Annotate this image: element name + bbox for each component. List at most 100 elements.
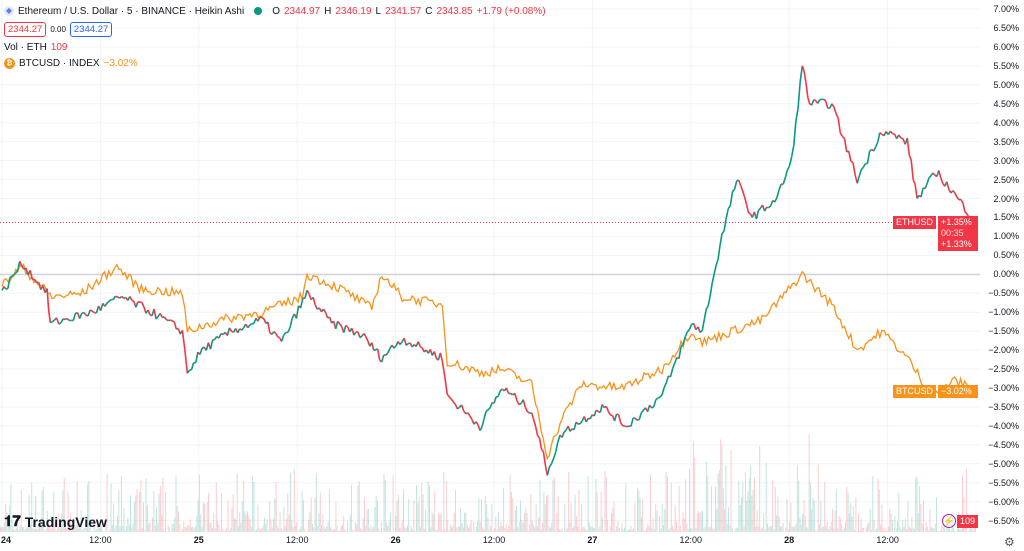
volume-bar bbox=[130, 495, 131, 532]
x-tick-label: 26 bbox=[390, 535, 401, 545]
ethusd-candle bbox=[745, 203, 750, 213]
volume-bar bbox=[33, 528, 35, 532]
volume-bar bbox=[100, 526, 102, 532]
volume-bar bbox=[110, 483, 112, 532]
ethusd-candle bbox=[563, 429, 567, 433]
ethusd-candle bbox=[328, 316, 333, 324]
volume-bar bbox=[442, 530, 443, 532]
volume-bar bbox=[781, 526, 783, 532]
ethusd-candle bbox=[938, 170, 942, 179]
buy-button[interactable]: 2344.27 bbox=[69, 21, 113, 37]
volume-bar bbox=[520, 500, 521, 532]
volume-bar bbox=[136, 488, 138, 532]
volume-bar bbox=[607, 519, 609, 532]
volume-bar bbox=[832, 509, 833, 532]
ethusd-candle bbox=[518, 402, 522, 406]
volume-bar bbox=[475, 526, 477, 532]
volume-bar bbox=[679, 525, 681, 532]
eth-price-tag: +1.35% 00:35 +1.33% bbox=[938, 216, 978, 251]
ethusd-candle bbox=[869, 148, 873, 152]
volume-bar bbox=[711, 486, 713, 532]
ethusd-candle bbox=[542, 451, 547, 466]
volume-bar bbox=[143, 502, 144, 532]
ethusd-candle bbox=[104, 302, 108, 307]
ethusd-candle bbox=[593, 409, 597, 417]
volume-bar bbox=[640, 516, 642, 532]
volume-bar bbox=[258, 527, 260, 532]
volume-bar bbox=[683, 518, 685, 532]
volume-bar bbox=[10, 484, 12, 532]
ethusd-candle bbox=[51, 319, 56, 323]
volume-bar bbox=[202, 502, 204, 532]
symbol-title[interactable]: Ethereum / U.S. Dollar · 5 · BINANCE · H… bbox=[18, 5, 245, 17]
volume-bar bbox=[726, 523, 728, 532]
volume-label[interactable]: Vol · ETH bbox=[4, 41, 47, 53]
ethusd-candle bbox=[380, 354, 385, 363]
ethusd-candle bbox=[727, 205, 732, 210]
y-tick-label: −6.50% bbox=[988, 515, 1019, 526]
compare-symbol[interactable]: BTCUSD · INDEX bbox=[19, 57, 100, 69]
volume-bar bbox=[335, 502, 337, 532]
volume-bar bbox=[630, 525, 632, 532]
volume-bar bbox=[973, 525, 975, 532]
volume-bar bbox=[724, 508, 726, 532]
volume-bar bbox=[219, 529, 221, 532]
tradingview-logo[interactable]: 𝟏𝟕 TradingView bbox=[4, 513, 107, 530]
ethusd-candle bbox=[66, 317, 70, 322]
volume-bar bbox=[670, 482, 672, 532]
settings-gear-icon[interactable]: ⚙ bbox=[1004, 535, 1015, 549]
volume-bar bbox=[390, 513, 391, 532]
volume-bar bbox=[803, 500, 805, 532]
volume-bar bbox=[16, 521, 18, 532]
volume-bar bbox=[809, 482, 811, 532]
volume-bar bbox=[275, 481, 277, 532]
volume-bar bbox=[167, 525, 169, 532]
volume-bar bbox=[152, 517, 154, 532]
volume-bar bbox=[304, 529, 306, 532]
ethusd-candle bbox=[99, 303, 104, 311]
ethusd-candle bbox=[810, 99, 815, 106]
volume-bar bbox=[913, 528, 915, 532]
volume-bar bbox=[416, 485, 417, 532]
ethusd-candle bbox=[487, 407, 491, 411]
volume-bar bbox=[44, 530, 46, 532]
ethusd-candle bbox=[357, 331, 361, 338]
volume-bar bbox=[451, 527, 453, 532]
volume-bar bbox=[516, 505, 518, 532]
volume-bar bbox=[824, 481, 826, 532]
ethusd-candle bbox=[186, 369, 191, 374]
volume-bar bbox=[829, 526, 831, 532]
volume-bar bbox=[664, 509, 666, 532]
volume-bar bbox=[674, 504, 676, 532]
volume-bar bbox=[280, 528, 282, 532]
volume-bar bbox=[943, 523, 945, 532]
volume-bar bbox=[27, 526, 29, 532]
volume-bar bbox=[848, 513, 850, 532]
volume-bar bbox=[7, 516, 9, 532]
volume-bar bbox=[326, 526, 328, 532]
volume-bar bbox=[479, 521, 481, 532]
ethusd-candle bbox=[60, 318, 64, 324]
sell-button[interactable]: 2344.27 bbox=[4, 21, 47, 37]
volume-bar bbox=[841, 524, 843, 532]
volume-bar bbox=[500, 521, 502, 532]
volume-bar bbox=[162, 477, 164, 532]
volume-bar bbox=[106, 473, 108, 532]
volume-bar bbox=[253, 482, 255, 532]
ethusd-candle bbox=[638, 412, 643, 420]
volume-bar bbox=[171, 524, 173, 532]
volume-bar bbox=[839, 517, 841, 532]
ethusd-candle bbox=[595, 409, 599, 413]
volume-bar bbox=[54, 521, 56, 532]
ethusd-candle bbox=[649, 404, 653, 409]
volume-bar bbox=[249, 519, 251, 532]
volume-bar bbox=[540, 529, 542, 532]
volume-bar bbox=[24, 529, 26, 532]
lightning-icon[interactable]: ⚡ bbox=[942, 514, 956, 528]
volume-bar bbox=[176, 506, 178, 532]
volume-bar bbox=[378, 528, 380, 532]
volume-bar bbox=[709, 526, 711, 532]
volume-bar bbox=[380, 521, 382, 532]
volume-bar bbox=[769, 526, 771, 532]
